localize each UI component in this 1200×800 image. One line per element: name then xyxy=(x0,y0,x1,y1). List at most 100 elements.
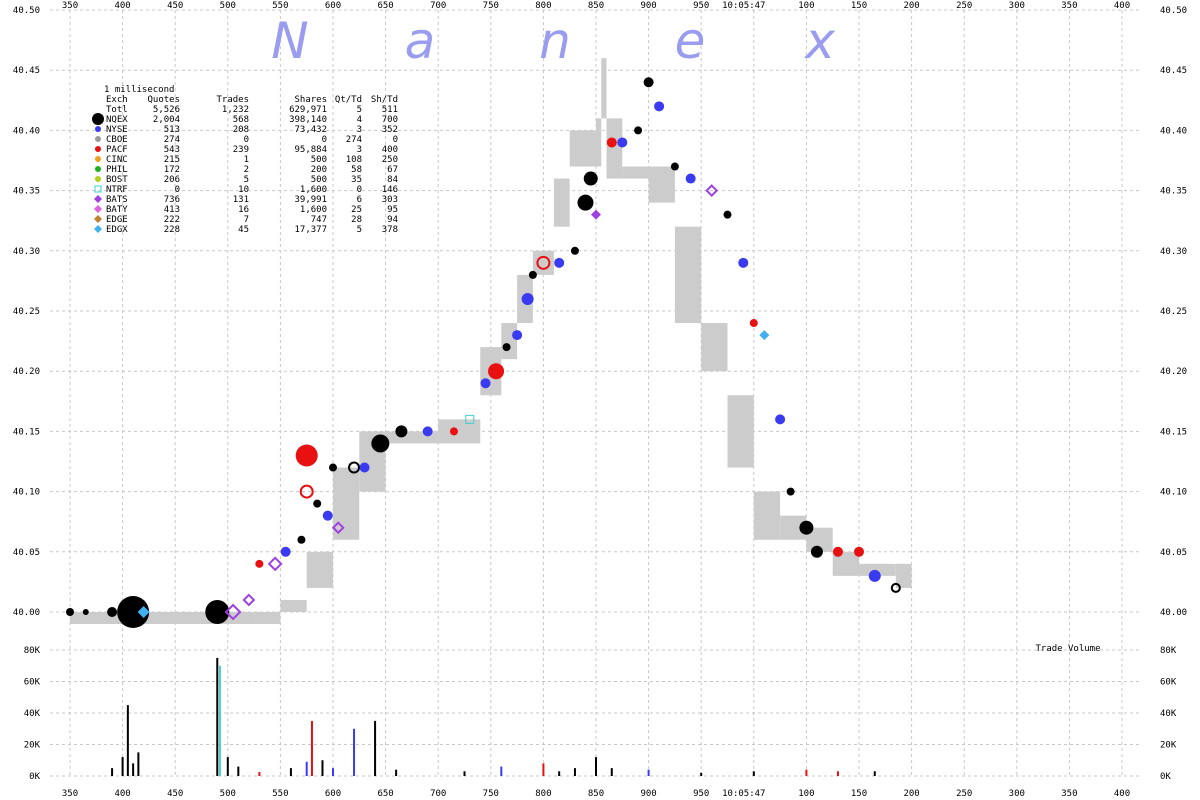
stats-cell: 2,004 xyxy=(153,115,180,125)
marker-point xyxy=(536,255,551,270)
x-tick-bottom: 450 xyxy=(167,789,183,799)
volume-bar xyxy=(374,720,377,776)
stats-cell: 1,600 xyxy=(300,185,327,195)
marker-point xyxy=(705,184,719,198)
stats-cell: EDGX xyxy=(106,225,128,235)
marker-point xyxy=(359,462,370,473)
stats-cell: 95,884 xyxy=(294,145,327,155)
x-tick-top: 650 xyxy=(377,1,393,11)
nbbo-step xyxy=(569,130,596,167)
volume-bar xyxy=(218,665,221,776)
volume-bar xyxy=(647,769,650,776)
watermark-letter: e xyxy=(675,12,706,70)
volume-bar xyxy=(836,771,839,776)
x-tick-top: 300 xyxy=(1009,1,1025,11)
stats-cell: 222 xyxy=(164,215,180,225)
y-tick-right: 40.40 xyxy=(1160,126,1187,136)
stats-cell: 5 xyxy=(244,175,249,185)
nbbo-step xyxy=(701,323,728,372)
stats-cell: PHIL xyxy=(106,165,128,175)
stats-cell: 228 xyxy=(164,225,180,235)
stats-cell: 400 xyxy=(382,145,398,155)
x-tick-bottom: 700 xyxy=(430,789,446,799)
watermark-letter: x xyxy=(803,12,835,70)
nbbo-step xyxy=(501,323,518,360)
stats-cell: 1 xyxy=(244,155,249,165)
volume-bar xyxy=(558,771,561,776)
nbbo-step xyxy=(606,118,623,179)
volume-bar xyxy=(258,772,261,776)
x-tick-top: 800 xyxy=(535,1,551,11)
stats-cell: 1,232 xyxy=(222,105,249,115)
stats-cell: CBOE xyxy=(106,135,128,145)
stats-cell: 58 xyxy=(351,165,362,175)
volume-bar xyxy=(121,757,124,776)
stats-cell: 0 xyxy=(357,185,362,195)
watermark-letter: a xyxy=(405,12,436,70)
stats-cell: 568 xyxy=(233,115,249,125)
y-tick-left: 40.25 xyxy=(13,307,40,317)
marker-point xyxy=(480,378,491,389)
marker-point xyxy=(583,171,598,186)
x-tick-bottom: 500 xyxy=(220,789,236,799)
x-tick-top: 150 xyxy=(851,1,867,11)
y-tick-left: 40.20 xyxy=(13,367,40,377)
volume-bar xyxy=(542,763,545,776)
stats-cell: CINC xyxy=(106,155,128,165)
stats-cell: EDGE xyxy=(106,215,128,225)
nbbo-step xyxy=(280,599,307,612)
stats-cell: 0 xyxy=(175,185,180,195)
volume-label: Trade Volume xyxy=(1035,644,1100,654)
nbbo-step xyxy=(553,178,570,227)
marker-point xyxy=(810,545,823,558)
legend-marker xyxy=(94,205,102,213)
stats-cell: 0 xyxy=(244,135,249,145)
y-tick-right: 40.25 xyxy=(1160,307,1187,317)
marker-point xyxy=(528,270,537,279)
marker-point xyxy=(749,319,758,328)
stats-cell: 215 xyxy=(164,155,180,165)
marker-point xyxy=(685,173,696,184)
marker-point xyxy=(606,137,617,148)
x-tick-bottom: 650 xyxy=(377,789,393,799)
stats-cell: 16 xyxy=(238,205,249,215)
legend-marker xyxy=(95,126,101,132)
volume-bar xyxy=(126,705,129,776)
marker-point xyxy=(295,444,318,467)
y-tick-right: 40.00 xyxy=(1160,608,1187,618)
marker-point xyxy=(348,461,361,474)
marker-point xyxy=(205,600,230,624)
legend-marker xyxy=(94,215,102,223)
marker-point xyxy=(322,510,333,521)
stats-cell: 413 xyxy=(164,205,180,215)
x-tick-top: 200 xyxy=(903,1,919,11)
nbbo-step xyxy=(727,395,754,468)
stats-cell: NYSE xyxy=(106,125,128,135)
vol-tick-right: 60K xyxy=(1160,678,1177,688)
volume-bar xyxy=(289,768,292,776)
legend-marker xyxy=(94,225,102,233)
x-tick-top: 850 xyxy=(588,1,604,11)
vol-tick-right: 0K xyxy=(1160,772,1171,782)
stats-cell: 0 xyxy=(322,135,327,145)
y-tick-right: 40.10 xyxy=(1160,488,1187,498)
stats-cell: 108 xyxy=(346,155,362,165)
time-label-top: 10:05:47 xyxy=(722,1,765,11)
y-tick-left: 40.45 xyxy=(13,66,40,76)
stats-header: Sh/Td xyxy=(371,95,398,105)
marker-point xyxy=(488,363,505,380)
watermark-letter: n xyxy=(539,12,571,70)
marker-point xyxy=(890,582,901,593)
y-tick-left: 40.10 xyxy=(13,488,40,498)
marker-point xyxy=(313,499,322,508)
stats-cell: 700 xyxy=(382,115,398,125)
legend-marker xyxy=(95,146,101,152)
marker-point xyxy=(395,425,408,438)
marker-point xyxy=(643,77,654,88)
y-tick-left: 40.15 xyxy=(13,427,40,437)
marker-point xyxy=(280,546,291,557)
marker-point xyxy=(329,463,337,472)
marker-point xyxy=(299,484,314,499)
stats-cell: 200 xyxy=(311,165,327,175)
